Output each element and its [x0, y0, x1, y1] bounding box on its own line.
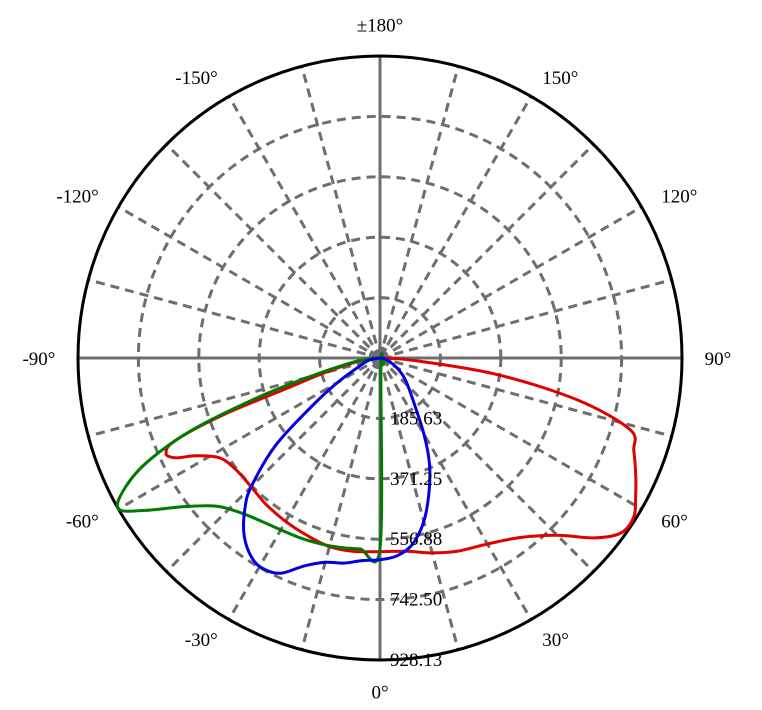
spoke-210	[227, 95, 382, 359]
outer-circle	[76, 54, 684, 662]
radial-tick-label: 185.63	[390, 408, 442, 429]
series-curve-1	[164, 356, 638, 555]
angle-label: -60°	[66, 511, 99, 532]
spoke-195	[300, 65, 382, 359]
radial-tick-label: 928.13	[390, 650, 442, 671]
label-layer: 0° 30° 60° 90° 120° 150° ±180° -150° -120° -90° -6…	[22, 15, 731, 703]
angle-label: 60°	[661, 511, 688, 532]
spoke-105	[379, 278, 673, 360]
radial-tick-label: 371.25	[390, 469, 442, 490]
series-curve-3	[242, 356, 432, 575]
angle-label: ±180°	[357, 15, 404, 36]
angle-label: -150°	[175, 68, 217, 89]
spoke-255	[87, 278, 381, 360]
spoke-345	[300, 357, 382, 651]
spoke-315	[165, 356, 382, 573]
angle-label: 120°	[661, 187, 697, 208]
radial-tick-label: 556.88	[390, 529, 442, 550]
spoke-240	[117, 205, 381, 360]
radial-tick-label: 742.50	[390, 590, 442, 611]
spoke-30	[378, 357, 533, 621]
spoke-120	[379, 205, 643, 360]
spoke-225	[165, 143, 382, 360]
angle-label: 0°	[371, 683, 388, 704]
spoke-60	[379, 356, 643, 511]
spoke-135	[378, 143, 595, 360]
spoke-15	[378, 357, 460, 651]
angle-label: 90°	[705, 349, 732, 370]
angle-label: -90°	[22, 349, 55, 370]
angle-label: 150°	[542, 68, 578, 89]
spoke-75	[379, 356, 673, 438]
angle-label: 30°	[542, 630, 569, 651]
angle-label: -30°	[185, 630, 218, 651]
spoke-165	[378, 65, 460, 359]
spoke-150	[378, 95, 533, 359]
series-curve-2	[115, 351, 385, 564]
series-layer	[115, 351, 638, 575]
spoke-45	[378, 356, 595, 573]
spoke-330	[227, 357, 382, 621]
angle-label: -120°	[56, 187, 98, 208]
